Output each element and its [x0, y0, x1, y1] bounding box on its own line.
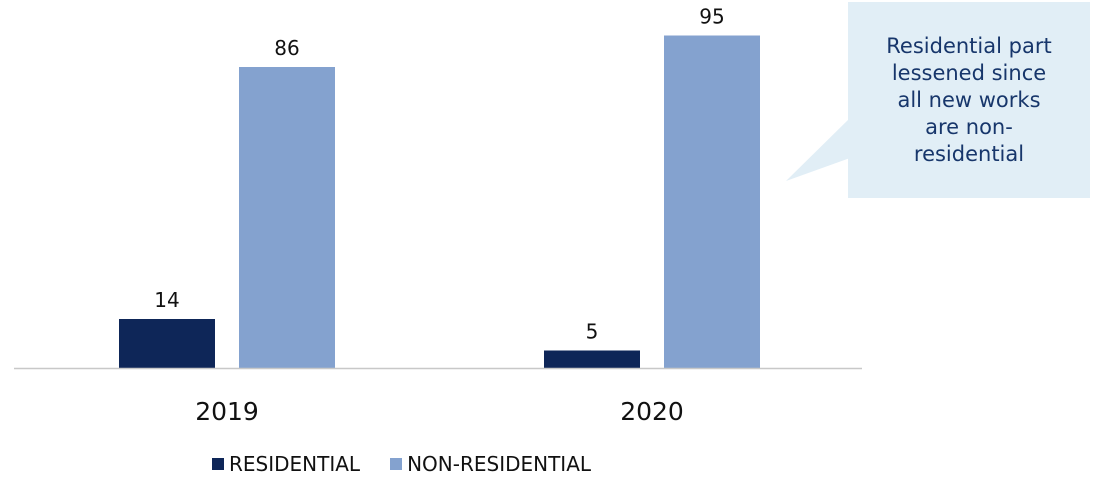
bar-non-residential-2019 — [239, 67, 335, 368]
legend-item-residential: RESIDENTIAL — [212, 452, 360, 476]
bar-residential-2020 — [544, 350, 640, 368]
callout-box: Residential part lessened since all new … — [848, 2, 1090, 198]
legend-item-non-residential: NON-RESIDENTIAL — [390, 452, 591, 476]
data-label-residential-2020: 5 — [586, 320, 599, 344]
data-label-non-residential-2020: 95 — [699, 5, 724, 29]
legend: RESIDENTIAL NON-RESIDENTIAL — [212, 452, 621, 476]
callout-text: Residential part lessened since all new … — [886, 33, 1052, 166]
category-label-2019: 2019 — [195, 397, 259, 426]
category-label-2020: 2020 — [620, 397, 684, 426]
bar-non-residential-2020 — [664, 35, 760, 368]
legend-label-residential: RESIDENTIAL — [229, 452, 361, 476]
legend-label-non-residential: NON-RESIDENTIAL — [407, 452, 592, 476]
legend-swatch-non-residential — [390, 458, 403, 470]
data-label-non-residential-2019: 86 — [274, 36, 299, 60]
value-labels-layer: 14 86 5 95 — [154, 5, 724, 344]
bar-residential-2019 — [119, 319, 215, 368]
category-labels-layer: 2019 2020 — [195, 397, 684, 426]
callout-pointer — [786, 118, 850, 181]
bars-layer — [119, 35, 760, 368]
legend-swatch-residential — [212, 458, 224, 470]
data-label-residential-2019: 14 — [154, 288, 179, 312]
